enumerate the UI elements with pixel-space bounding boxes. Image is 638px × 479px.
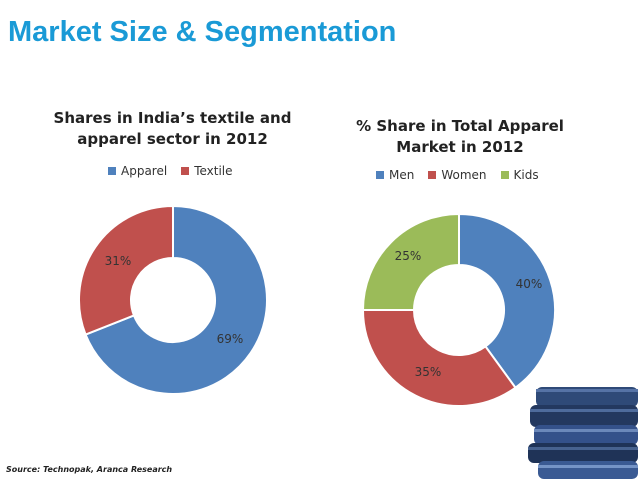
data-label-kids: 25% [395, 249, 422, 263]
chart2-legend: Men Women Kids [376, 168, 539, 182]
legend-swatch [376, 171, 384, 179]
legend-swatch [108, 167, 116, 175]
chart2-title-line2: Market in 2012 [396, 138, 524, 156]
chart1-legend-item: Textile [181, 164, 233, 178]
chart1-legend-label-textile: Textile [194, 164, 233, 178]
chart1-legend-item: Apparel [108, 164, 167, 178]
donut-slice-women [361, 309, 517, 407]
chart1-title: Shares in India’s textile and apparel se… [40, 108, 305, 150]
legend-swatch [181, 167, 190, 175]
chart2-legend-label-women: Women [441, 168, 487, 182]
jeans-stack-image [528, 387, 638, 479]
jeans-fold [528, 443, 638, 463]
chart2-title: % Share in Total Apparel Market in 2012 [335, 116, 585, 158]
jeans-fold [530, 405, 638, 427]
chart1-legend-label-apparel: Apparel [121, 164, 168, 178]
chart2-legend-item: Men [376, 168, 414, 182]
donut-slice-apparel [84, 204, 268, 395]
legend-swatch [428, 171, 437, 179]
slide-title: Market Size & Segmentation [8, 16, 397, 48]
data-label-textile: 31% [105, 254, 132, 268]
jeans-fold [536, 387, 638, 407]
chart2-legend-label-men: Men [389, 168, 415, 182]
data-label-apparel: 69% [217, 332, 244, 346]
chart1-legend: Apparel Textile [108, 164, 233, 178]
jeans-fold [534, 425, 638, 445]
data-label-men: 40% [516, 277, 543, 291]
chart2-legend-label-kids: Kids [513, 168, 539, 182]
chart2-title-line1: % Share in Total Apparel [356, 117, 564, 135]
donut-slice-kids [361, 212, 460, 311]
chart1-title-line2: apparel sector in 2012 [77, 130, 268, 148]
jeans-fold [538, 461, 638, 479]
donut-slice-textile [78, 204, 174, 336]
data-label-women: 35% [415, 365, 442, 379]
chart1-title-line1: Shares in India’s textile and [53, 109, 292, 127]
donut-slice-men [458, 212, 556, 390]
chart2-legend-item: Women [428, 168, 487, 182]
source-note: Source: Technopak, Aranca Research [6, 465, 173, 474]
legend-swatch [500, 171, 509, 179]
chart2-legend-item: Kids [500, 168, 539, 182]
